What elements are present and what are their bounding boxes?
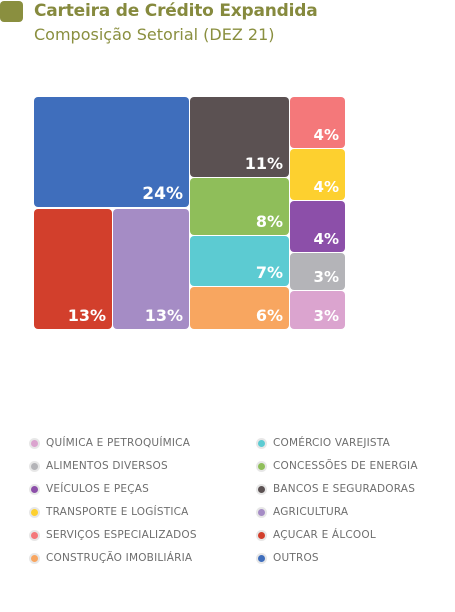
legend-dot-icon (31, 439, 38, 447)
tile-comercio-varejista (190, 236, 289, 286)
tile-label-servicos-especializados: 4% (314, 126, 339, 144)
legend-dot-icon (31, 554, 38, 562)
tile-label-quimica-e-petroquimica: 3% (314, 307, 339, 325)
legend-label: COMÉRCIO VAREJISTA (273, 437, 390, 449)
tile-quimica-e-petroquimica (290, 291, 345, 329)
tile-label-concessoes-de-energia: 8% (256, 212, 283, 231)
legend-dot-icon (258, 554, 265, 562)
legend-dot-icon (258, 531, 265, 539)
tile-bancos-e-seguradoras (190, 97, 289, 177)
legend-label: QUÍMICA E PETROQUÍMICA (46, 437, 191, 449)
tile-label-outros: 24% (142, 184, 183, 204)
tile-alimentos-diversos (290, 253, 345, 290)
legend-dot-icon (31, 531, 38, 539)
treemap-chart: 24% 13% 13% 11% 8% 7% 6% 4% 4% 4% 3% 3% (34, 97, 345, 329)
legend-label: AÇUCAR E ÁLCOOL (273, 529, 376, 541)
legend-item-veiculos-e-pecas: VEÍCULOS E PEÇAS (31, 482, 149, 496)
legend-item-construcao-imobiliaria: CONSTRUÇÃO IMOBILIÁRIA (31, 551, 192, 565)
tile-servicos-especializados (290, 97, 345, 148)
legend-label: OUTROS (273, 552, 319, 564)
legend-dot-icon (31, 508, 38, 516)
legend-item-alimentos-diversos: ALIMENTOS DIVERSOS (31, 459, 168, 473)
legend-item-servicos-especializados: SERVIÇOS ESPECIALIZADOS (31, 528, 197, 542)
legend-item-outros: OUTROS (258, 551, 319, 565)
tile-label-alimentos-diversos: 3% (314, 268, 339, 286)
legend-label: SERVIÇOS ESPECIALIZADOS (46, 529, 197, 541)
chart-title: Carteira de Crédito Expandida (34, 1, 318, 21)
tile-label-veiculos-e-pecas: 4% (314, 230, 339, 248)
legend-label: BANCOS E SEGURADORAS (273, 483, 416, 495)
tile-agricultura (113, 209, 189, 329)
legend-item-transporte-e-logistica: TRANSPORTE E LOGÍSTICA (31, 505, 189, 519)
tile-transporte-e-logistica (290, 149, 345, 200)
header-square-icon (0, 1, 23, 22)
tile-label-comercio-varejista: 7% (256, 263, 283, 282)
tile-acucar-e-alcool (34, 209, 112, 329)
legend-label: ALIMENTOS DIVERSOS (46, 460, 168, 472)
tile-label-agricultura: 13% (145, 306, 183, 325)
tile-construcao-imobiliaria (190, 287, 289, 329)
legend-item-quimica-e-petroquimica: QUÍMICA E PETROQUÍMICA (31, 436, 190, 450)
chart-subtitle: Composição Setorial (DEZ 21) (34, 25, 275, 44)
tile-label-acucar-e-alcool: 13% (68, 306, 106, 325)
tile-label-transporte-e-logistica: 4% (314, 178, 339, 196)
legend-label: TRANSPORTE E LOGÍSTICA (46, 506, 189, 518)
tile-veiculos-e-pecas (290, 201, 345, 252)
legend-item-acucar-e-alcool: AÇUCAR E ÁLCOOL (258, 528, 376, 542)
legend-item-comercio-varejista: COMÉRCIO VAREJISTA (258, 436, 390, 450)
legend-dot-icon (31, 485, 38, 493)
legend-label: CONSTRUÇÃO IMOBILIÁRIA (46, 552, 193, 564)
legend-dot-icon (258, 462, 265, 470)
legend-item-bancos-e-seguradoras: BANCOS E SEGURADORAS (258, 482, 415, 496)
tile-concessoes-de-energia (190, 178, 289, 235)
tile-outros (34, 97, 189, 207)
legend-item-agricultura: AGRICULTURA (258, 505, 348, 519)
legend-label: AGRICULTURA (273, 506, 349, 518)
legend-dot-icon (31, 462, 38, 470)
legend-label: CONCESSÕES DE ENERGIA (273, 460, 418, 472)
tile-label-bancos-e-seguradoras: 11% (245, 154, 283, 173)
legend-dot-icon (258, 439, 265, 447)
tile-label-construcao-imobiliaria: 6% (256, 306, 283, 325)
legend-label: VEÍCULOS E PEÇAS (46, 483, 149, 495)
legend-item-concessoes-de-energia: CONCESSÕES DE ENERGIA (258, 459, 418, 473)
legend-dot-icon (258, 485, 265, 493)
legend-dot-icon (258, 508, 265, 516)
